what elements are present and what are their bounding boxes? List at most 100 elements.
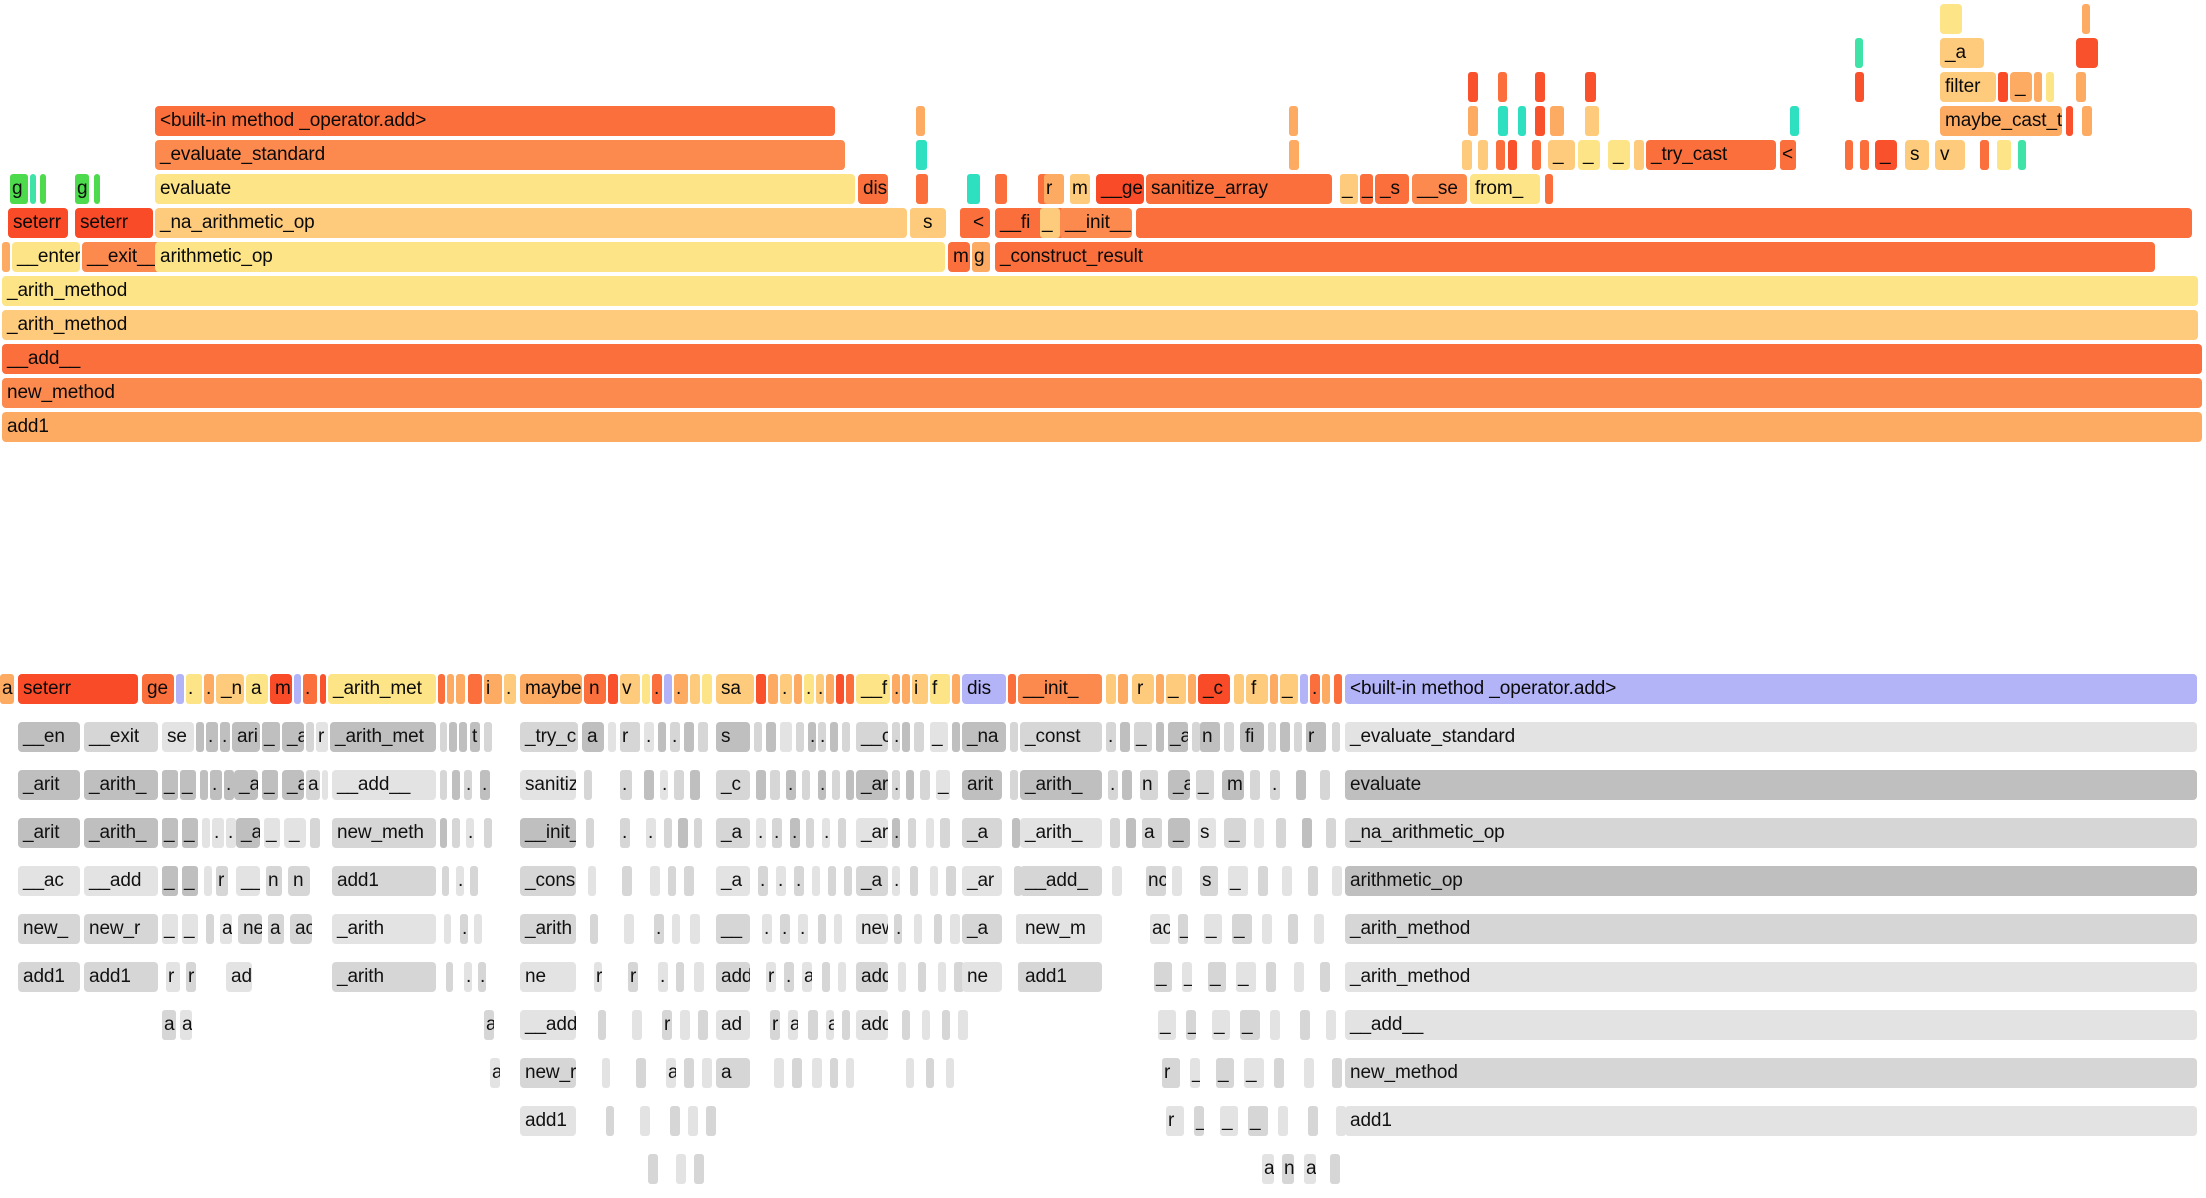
flame-frame[interactable]: _evaluate_standard [155, 140, 845, 170]
flame-frame[interactable] [1532, 140, 1541, 170]
flame-frame[interactable] [1288, 914, 1298, 944]
flame-frame[interactable] [1274, 1058, 1284, 1088]
flame-frame[interactable] [914, 722, 924, 752]
flame-frame[interactable] [1585, 106, 1599, 136]
flame-frame[interactable]: <built-in method _operator.add> [155, 106, 835, 136]
flame-frame[interactable]: _ [1228, 866, 1248, 896]
flame-frame[interactable] [846, 674, 854, 704]
flame-frame[interactable]: _arith_ [84, 770, 158, 800]
flame-frame[interactable] [440, 770, 447, 800]
flame-frame[interactable]: r [770, 1010, 780, 1040]
flame-frame[interactable]: __ge [1096, 174, 1144, 204]
flame-frame[interactable]: r [766, 962, 776, 992]
flame-frame[interactable]: . [464, 770, 472, 800]
flame-frame[interactable]: _ [2010, 72, 2032, 102]
flame-frame[interactable] [950, 914, 960, 944]
flame-frame[interactable]: _ [162, 914, 178, 944]
flame-frame[interactable] [446, 962, 453, 992]
flame-frame[interactable]: _arit [18, 770, 80, 800]
flame-frame[interactable] [1266, 962, 1276, 992]
flame-frame[interactable]: new_method [2, 378, 2202, 408]
flame-frame[interactable]: a [582, 722, 604, 752]
flame-frame[interactable]: _ [1186, 1010, 1196, 1040]
flame-frame[interactable] [650, 866, 660, 896]
flame-frame[interactable]: _ [1134, 722, 1152, 752]
flame-frame[interactable] [1172, 866, 1182, 896]
flame-frame[interactable]: ne [962, 962, 1002, 992]
flame-frame[interactable]: filter [1940, 72, 1996, 102]
flame-frame[interactable] [826, 674, 834, 704]
flame-frame[interactable]: ad [226, 962, 252, 992]
flame-frame[interactable]: . [892, 674, 900, 704]
flame-frame[interactable]: _cons [520, 866, 576, 896]
flame-frame[interactable] [812, 866, 820, 896]
flame-frame[interactable] [967, 174, 980, 204]
flame-frame[interactable]: v [620, 674, 640, 704]
flame-frame[interactable] [622, 866, 632, 896]
flame-frame[interactable]: . [226, 818, 236, 848]
flame-frame[interactable] [702, 674, 712, 704]
flame-frame[interactable]: _ [284, 818, 306, 848]
flame-frame[interactable] [684, 1058, 694, 1088]
flame-frame[interactable] [830, 722, 838, 752]
flame-frame[interactable] [1300, 674, 1308, 704]
flame-frame[interactable]: add1 [332, 866, 436, 896]
flame-frame[interactable]: . [892, 818, 900, 848]
flame-frame[interactable]: . [670, 722, 680, 752]
flame-frame[interactable]: __add__ [2, 344, 2202, 374]
flame-frame[interactable]: . [210, 770, 222, 800]
flame-frame[interactable] [1332, 866, 1342, 896]
flame-frame[interactable]: _s [1375, 174, 1409, 204]
flame-frame[interactable]: _ [1360, 174, 1373, 204]
flame-frame[interactable] [958, 1010, 968, 1040]
flame-frame[interactable]: new_meth [332, 818, 436, 848]
flame-frame[interactable] [1330, 1154, 1340, 1184]
flame-frame[interactable]: . [224, 770, 234, 800]
flame-frame[interactable]: . [220, 722, 230, 752]
flame-frame[interactable]: _ [1178, 914, 1188, 944]
flame-frame[interactable] [918, 962, 926, 992]
flame-frame[interactable] [934, 914, 942, 944]
flame-frame[interactable]: maybe [520, 674, 582, 704]
flame-frame[interactable]: r [186, 962, 196, 992]
flame-frame[interactable]: r [620, 722, 640, 752]
flame-frame[interactable]: sanitiz [520, 770, 576, 800]
flame-frame[interactable]: . [504, 674, 516, 704]
flame-frame[interactable]: . [780, 674, 792, 704]
flame-frame[interactable] [456, 674, 465, 704]
flame-frame[interactable] [684, 866, 694, 896]
flame-frame[interactable]: . [892, 866, 900, 896]
flame-frame[interactable] [206, 914, 214, 944]
flame-frame[interactable]: <built-in method _operator.add> [1345, 674, 2197, 704]
flame-frame[interactable] [920, 770, 930, 800]
flame-frame[interactable]: _a [282, 770, 304, 800]
flame-frame[interactable] [2046, 72, 2054, 102]
flame-frame[interactable]: . [818, 770, 826, 800]
flame-frame[interactable] [1478, 140, 1488, 170]
flame-frame[interactable] [684, 722, 694, 752]
flame-frame[interactable] [320, 674, 326, 704]
flame-frame[interactable] [1188, 674, 1196, 704]
flame-frame[interactable] [926, 818, 934, 848]
flame-frame[interactable]: . [892, 770, 900, 800]
flame-frame[interactable]: _ [1168, 818, 1190, 848]
flame-frame[interactable]: a [666, 1058, 676, 1088]
flame-frame[interactable] [1498, 106, 1508, 136]
flame-frame[interactable]: _a [1168, 770, 1190, 800]
flame-frame[interactable] [1300, 1010, 1310, 1040]
flame-frame[interactable] [1326, 818, 1336, 848]
flame-frame[interactable]: __init_ [1018, 674, 1102, 704]
flame-frame[interactable] [698, 722, 708, 752]
flame-frame[interactable]: _arit [18, 818, 80, 848]
flame-frame[interactable]: . [892, 722, 900, 752]
flame-frame[interactable] [644, 770, 654, 800]
flame-frame[interactable]: ne [238, 914, 262, 944]
flame-frame[interactable]: g [75, 174, 89, 204]
flame-frame[interactable] [1254, 818, 1264, 848]
flame-frame[interactable]: a [306, 770, 320, 800]
flame-frame[interactable] [1320, 962, 1330, 992]
flame-frame[interactable] [1262, 914, 1272, 944]
flame-frame[interactable] [676, 962, 684, 992]
flame-frame[interactable] [1010, 770, 1018, 800]
flame-frame[interactable] [598, 1010, 606, 1040]
